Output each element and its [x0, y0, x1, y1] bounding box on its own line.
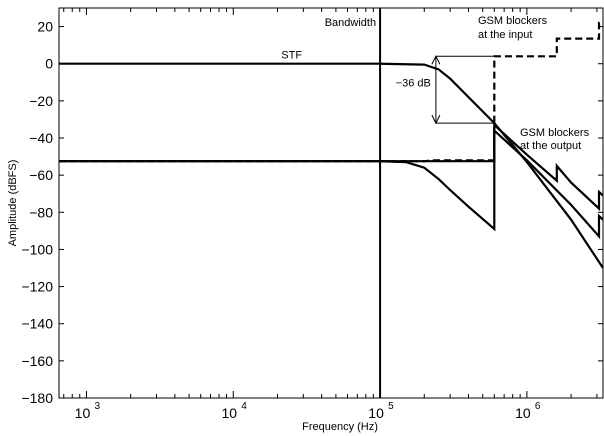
plot-frame: [58, 7, 604, 399]
x-tick-label: 10: [368, 405, 384, 421]
y-tick-label: −60: [29, 167, 53, 183]
annotation-layer: Bandwidth STF −36 dB GSM blockers at the inp…: [281, 15, 589, 152]
series-line-3: [59, 122, 603, 232]
annotation-gsm-input-line: GSM blockers: [478, 15, 548, 27]
annotation-36db: −36 dB: [396, 77, 431, 89]
annotation-gsm-output-line: at the output: [520, 140, 581, 152]
x-tick-exponent: 6: [535, 401, 541, 412]
y-tick-label: −20: [29, 93, 53, 109]
y-tick-label: −120: [21, 279, 53, 295]
x-tick-exponent: 3: [94, 401, 100, 412]
y-tick-label: 0: [45, 56, 53, 72]
x-tick-label: 10: [515, 405, 531, 421]
x-tick-exponent: 4: [241, 401, 247, 412]
y-tick-label: −80: [29, 204, 53, 220]
y-tick-label: 20: [37, 19, 53, 35]
annotation-gsm-input-line: at the input: [478, 29, 532, 41]
annotation-stf: STF: [281, 50, 302, 62]
series-line-1: [59, 62, 603, 269]
x-tick-exponent: 5: [388, 401, 394, 412]
annotation-bandwidth: Bandwidth: [325, 17, 376, 29]
annotation-gsm-output-line: GSM blockers: [520, 127, 590, 139]
y-axis-label: Amplitude (dBFS): [7, 160, 19, 247]
x-axis-label: Frequency (Hz): [302, 421, 378, 433]
y-tick-label: −40: [29, 130, 53, 146]
y-tick-label: −140: [21, 316, 53, 332]
series-line-4: [59, 128, 603, 240]
x-tick-label: 10: [221, 405, 237, 421]
y-tick-label: −180: [21, 390, 53, 406]
x-tick-label: 10: [75, 405, 91, 421]
y-tick-label: −100: [21, 241, 53, 257]
y-tick-label: −160: [21, 353, 53, 369]
series-layer: [59, 8, 603, 398]
